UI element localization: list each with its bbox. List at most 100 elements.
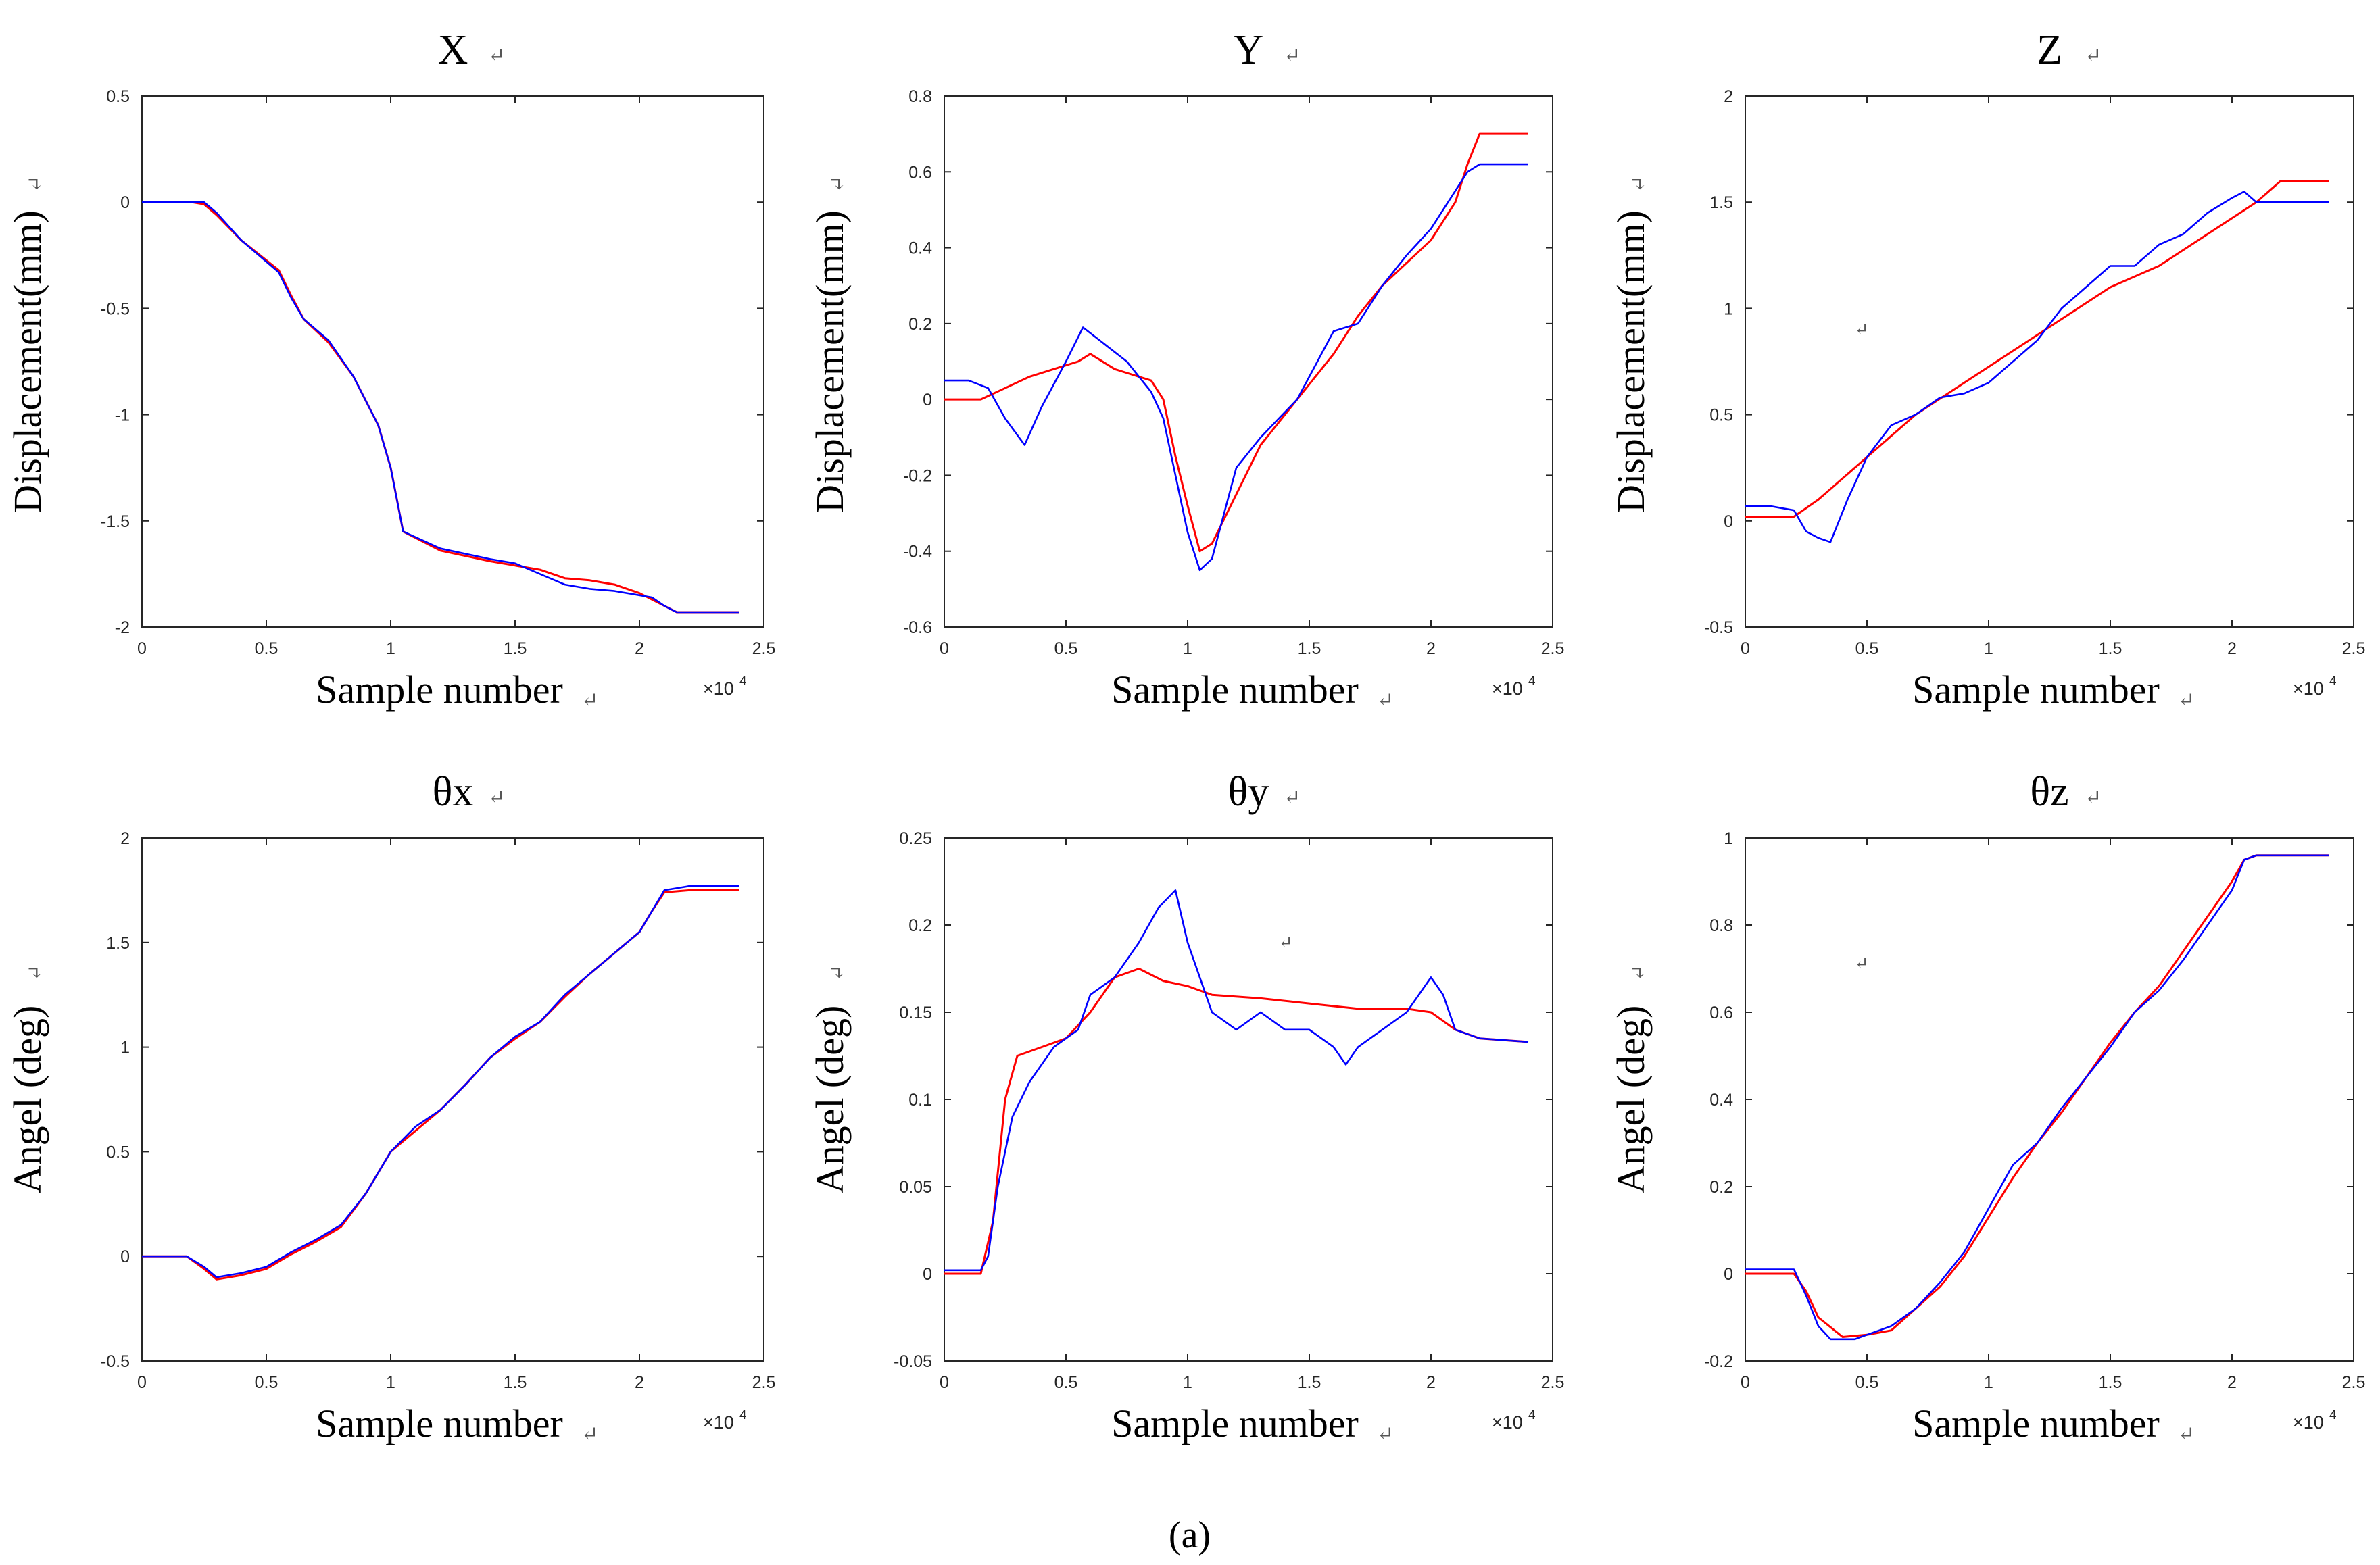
x-axis-label: Sample number	[316, 668, 563, 712]
chart-title: Z	[2037, 27, 2062, 73]
return-mark: ↵	[1628, 964, 1650, 981]
x-exponent-power: 4	[1528, 674, 1536, 689]
x-exponent-label: ×10	[703, 1412, 734, 1433]
x-exponent-label: ×10	[1492, 678, 1523, 699]
y-tick-label: -1.5	[101, 512, 130, 531]
y-tick-label: 0.25	[899, 829, 932, 848]
plot-frame	[141, 95, 764, 628]
y-tick-label: -0.2	[1704, 1352, 1733, 1371]
y-axis-label: Angel (deg)	[808, 1005, 852, 1194]
chart-panel-1: X ↵ 0 0.5 1 1.5 2 2.5 -2 -1.5 -1 -0.5 0 0.5 Sample num…	[5, 27, 775, 712]
x-axis-label: Sample number	[316, 1401, 563, 1445]
chart-title: θy	[1228, 769, 1269, 815]
plot-frame	[944, 837, 1553, 1362]
return-mark: ↵	[1628, 176, 1650, 193]
series-line-red	[944, 132, 1528, 553]
series-line-red	[142, 201, 739, 614]
x-tick-label: 1	[1183, 1373, 1192, 1392]
return-mark: ↵	[488, 787, 505, 809]
x-axis-label: Sample number	[1111, 1401, 1359, 1445]
chart-panel-3: Z ↵ 0 0.5 1 1.5 2 2.5 -0.5 0 0.5 1 1.5 2 Sample number…	[1609, 27, 2365, 712]
y-tick-label: -0.5	[1704, 618, 1733, 637]
y-tick-label: 1	[1724, 829, 1733, 848]
return-mark: ↵	[488, 45, 505, 67]
x-tick-label: 1.5	[1298, 639, 1321, 658]
chart-title: θz	[2030, 769, 2068, 815]
x-tick-label: 2.5	[752, 639, 776, 658]
x-tick-label: 2.5	[2342, 1373, 2366, 1392]
series-line-red	[142, 889, 739, 1281]
y-tick-label: 0.15	[899, 1003, 932, 1022]
y-tick-label: 0	[923, 1265, 932, 1284]
x-tick-label: 0.5	[1855, 639, 1879, 658]
series-line-blue	[142, 885, 739, 1278]
plot-frame	[1745, 95, 2354, 628]
return-mark: ↵	[2085, 787, 2102, 809]
y-tick-label: 0	[1724, 1265, 1733, 1284]
chart-panel-4: θx ↵ 0 0.5 1 1.5 2 2.5 -0.5 0 0.5 1 1.5 2 Sample numbe…	[5, 769, 775, 1445]
x-exponent-label: ×10	[2293, 1412, 2324, 1433]
y-tick-label: 0.05	[899, 1178, 932, 1197]
chart-panel-2: Y ↵ 0 0.5 1 1.5 2 2.5 -0.6 -0.4 -0.2 0 0.2 0.4 0.6 0.8 S…	[808, 27, 1564, 712]
x-exponent-power: 4	[2329, 674, 2337, 689]
y-tick-label: 0.1	[908, 1091, 932, 1110]
y-tick-label: 0.2	[908, 916, 932, 935]
return-mark: ↵	[2178, 689, 2195, 712]
return-mark: ↵	[1284, 787, 1301, 809]
y-tick-label: 0.4	[908, 239, 932, 258]
series-line-blue	[142, 201, 739, 614]
chart-title: θx	[433, 769, 474, 815]
return-mark: ↵	[1855, 322, 1868, 339]
return-mark: ↵	[827, 964, 849, 981]
y-tick-label: 1	[1724, 299, 1733, 318]
return-mark: ↵	[24, 964, 47, 981]
chart-title: X	[438, 27, 468, 73]
y-tick-label: 0.6	[1709, 1003, 1733, 1022]
return-mark: ↵	[1279, 935, 1292, 952]
y-tick-label: 0.6	[908, 163, 932, 182]
x-exponent-power: 4	[739, 1408, 747, 1422]
x-tick-label: 2.5	[2342, 639, 2366, 658]
x-tick-label: 2.5	[1541, 1373, 1565, 1392]
x-tick-label: 0	[940, 639, 949, 658]
x-axis-label: Sample number	[1912, 668, 2160, 712]
x-tick-label: 0	[1741, 639, 1750, 658]
x-tick-label: 1	[1183, 639, 1192, 658]
y-tick-label: -2	[115, 618, 130, 637]
x-exponent-power: 4	[1528, 1408, 1536, 1422]
y-tick-label: 0.5	[106, 1143, 130, 1162]
x-tick-label: 1.5	[504, 1373, 527, 1392]
y-tick-label: 0.2	[908, 315, 932, 334]
plot-frame	[1745, 837, 2354, 1362]
x-tick-label: 1.5	[1298, 1373, 1321, 1392]
return-mark: ↵	[1855, 955, 1868, 973]
x-tick-label: 2	[2227, 1373, 2237, 1392]
y-tick-label: 1.5	[106, 934, 130, 953]
x-tick-label: 1.5	[504, 639, 527, 658]
x-exponent-power: 4	[739, 674, 747, 689]
x-axis-label: Sample number	[1912, 1401, 2160, 1445]
series-line-blue	[1745, 191, 2329, 543]
series-line-blue	[944, 163, 1528, 572]
return-mark: ↵	[1377, 689, 1394, 712]
x-tick-label: 2	[1426, 1373, 1436, 1392]
x-tick-label: 2	[635, 639, 644, 658]
y-tick-label: 0.5	[1709, 406, 1733, 425]
x-axis-label: Sample number	[1111, 668, 1359, 712]
y-axis-label: Angel (deg)	[5, 1005, 49, 1194]
y-tick-label: -0.6	[903, 618, 932, 637]
y-tick-label: 2	[120, 829, 130, 848]
chart-title: Y	[1234, 27, 1264, 73]
return-mark: ↵	[581, 1423, 598, 1445]
x-tick-label: 2.5	[1541, 639, 1565, 658]
x-tick-label: 0	[940, 1373, 949, 1392]
x-tick-label: 0	[137, 639, 147, 658]
y-tick-label: 1	[120, 1039, 130, 1058]
return-mark: ↵	[1284, 45, 1301, 67]
y-tick-label: 0	[120, 1247, 130, 1266]
x-tick-label: 2	[635, 1373, 644, 1392]
x-tick-label: 0.5	[1054, 1373, 1078, 1392]
y-tick-label: 1.5	[1709, 193, 1733, 212]
x-tick-label: 1	[386, 1373, 395, 1392]
